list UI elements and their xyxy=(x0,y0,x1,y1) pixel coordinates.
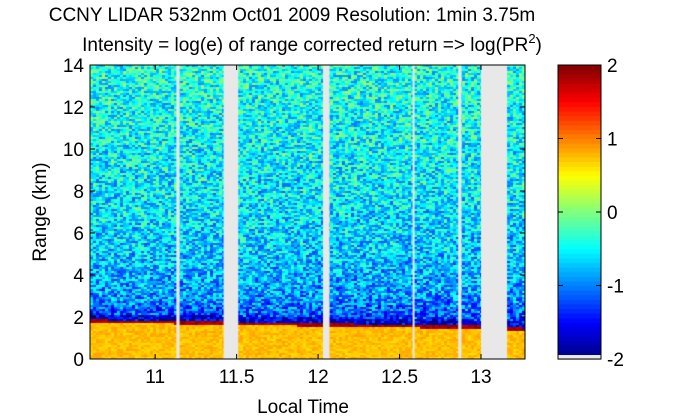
chart-subtitle: Intensity = log(e) of range corrected re… xyxy=(82,31,542,56)
colorbar-swatch xyxy=(558,285,601,291)
colorbar-tick-label: 0 xyxy=(607,203,618,224)
colorbar-swatch xyxy=(558,143,601,149)
chart-subtitle-sup: 2 xyxy=(528,31,535,46)
y-tick-label: 2 xyxy=(73,308,84,329)
colorbar-swatch xyxy=(558,189,601,195)
colorbar-swatch xyxy=(558,175,601,181)
y-tick-label: 12 xyxy=(63,98,84,119)
colorbar-swatch xyxy=(558,322,601,328)
colorbar-swatch xyxy=(558,230,601,236)
colorbar-tick-label: -2 xyxy=(607,350,624,371)
colorbar-swatch xyxy=(558,290,601,296)
colorbar-tick-label: -1 xyxy=(607,277,624,298)
colorbar-swatch xyxy=(558,221,601,227)
colorbar-swatch xyxy=(558,115,601,121)
y-axis-label: Range (km) xyxy=(30,162,51,261)
colorbar-swatch xyxy=(558,313,601,319)
colorbar-swatch xyxy=(558,97,601,103)
chart-subtitle-prefix: Intensity = log(e) of range corrected re… xyxy=(82,35,528,56)
colorbar-swatch xyxy=(558,184,601,190)
colorbar xyxy=(558,65,601,360)
colorbar-swatch xyxy=(558,326,601,333)
colorbar-swatch xyxy=(558,331,601,337)
colorbar-swatch xyxy=(558,198,601,204)
colorbar-swatch xyxy=(558,156,601,163)
colorbar-swatch xyxy=(558,106,601,112)
colorbar-swatch xyxy=(558,110,601,117)
colorbar-swatch xyxy=(558,193,601,199)
colorbar-swatch xyxy=(558,120,601,126)
colorbar-axis: -2 -1 0 1 2 xyxy=(558,56,624,371)
x-tick-label: 11 xyxy=(145,367,165,388)
colorbar-swatch xyxy=(558,212,601,218)
intensity-heatmap xyxy=(90,65,525,359)
colorbar-swatch xyxy=(558,129,601,135)
x-tick-label: 13 xyxy=(470,367,491,388)
colorbar-swatch xyxy=(558,147,601,153)
y-tick-label: 0 xyxy=(73,350,84,371)
colorbar-swatch xyxy=(558,69,601,75)
colorbar-swatch xyxy=(558,340,601,346)
colorbar-swatch xyxy=(558,225,601,231)
colorbar-tick-label: 2 xyxy=(607,56,618,77)
colorbar-swatch xyxy=(558,294,601,300)
colorbar-swatch xyxy=(558,78,601,84)
x-axis: 11 11.5 12 12.5 13 xyxy=(145,65,492,388)
chart-title: CCNY LIDAR 532nm Oct01 2009 Resolution: … xyxy=(49,5,536,26)
colorbar-swatch xyxy=(558,161,601,167)
plot-area xyxy=(90,65,525,359)
colorbar-swatch xyxy=(558,303,601,310)
colorbar-swatch xyxy=(558,349,601,356)
colorbar-swatch xyxy=(558,276,601,282)
colorbar-swatch xyxy=(558,336,601,342)
colorbar-swatch xyxy=(558,257,601,264)
plot-frame xyxy=(89,64,526,360)
colorbar-swatch xyxy=(558,170,601,176)
colorbar-swatch xyxy=(558,124,601,130)
colorbar-swatch xyxy=(558,133,601,140)
colorbar-swatch xyxy=(558,152,601,158)
colorbar-swatch xyxy=(558,101,601,107)
colorbar-swatch xyxy=(558,317,601,323)
colorbar-swatch xyxy=(558,87,601,94)
colorbar-swatch xyxy=(558,74,601,80)
colorbar-swatch xyxy=(558,92,601,98)
colorbar-swatch xyxy=(558,308,601,314)
y-tick-label: 14 xyxy=(63,56,85,77)
y-tick-label: 10 xyxy=(63,140,84,161)
colorbar-swatch xyxy=(558,179,601,186)
colorbar-tick-label: 1 xyxy=(607,130,618,151)
chart-subtitle-suffix: ) xyxy=(536,35,542,56)
colorbar-swatch xyxy=(558,271,601,277)
x-tick-label: 12 xyxy=(308,367,329,388)
colorbar-swatch xyxy=(558,234,601,241)
colorbar-swatch xyxy=(558,267,601,273)
y-axis: 0 2 4 6 8 10 12 14 xyxy=(63,56,525,371)
colorbar-swatch xyxy=(558,345,601,351)
colorbar-swatch xyxy=(558,166,601,172)
colorbar-swatch xyxy=(558,262,601,268)
colorbar-swatch xyxy=(558,83,601,89)
colorbar-swatch xyxy=(558,202,601,209)
colorbar-swatch xyxy=(558,65,601,71)
x-tick-label: 12.5 xyxy=(381,367,418,388)
colorbar-swatch xyxy=(558,244,601,250)
colorbar-gap-swatch xyxy=(558,355,601,359)
colorbar-swatch xyxy=(558,138,601,144)
colorbar-swatch xyxy=(558,207,601,213)
y-tick-label: 4 xyxy=(73,266,84,287)
colorbar-swatch xyxy=(558,299,601,305)
colorbar-swatch xyxy=(558,280,601,287)
colorbar-swatch xyxy=(558,248,601,254)
colorbar-swatch xyxy=(558,239,601,245)
x-axis-label: Local Time xyxy=(257,397,349,418)
colorbar-swatch xyxy=(558,253,601,259)
y-tick-label: 6 xyxy=(73,224,84,245)
x-tick-label: 11.5 xyxy=(219,367,255,388)
y-tick-label: 8 xyxy=(73,182,84,203)
colorbar-swatch xyxy=(558,216,601,222)
